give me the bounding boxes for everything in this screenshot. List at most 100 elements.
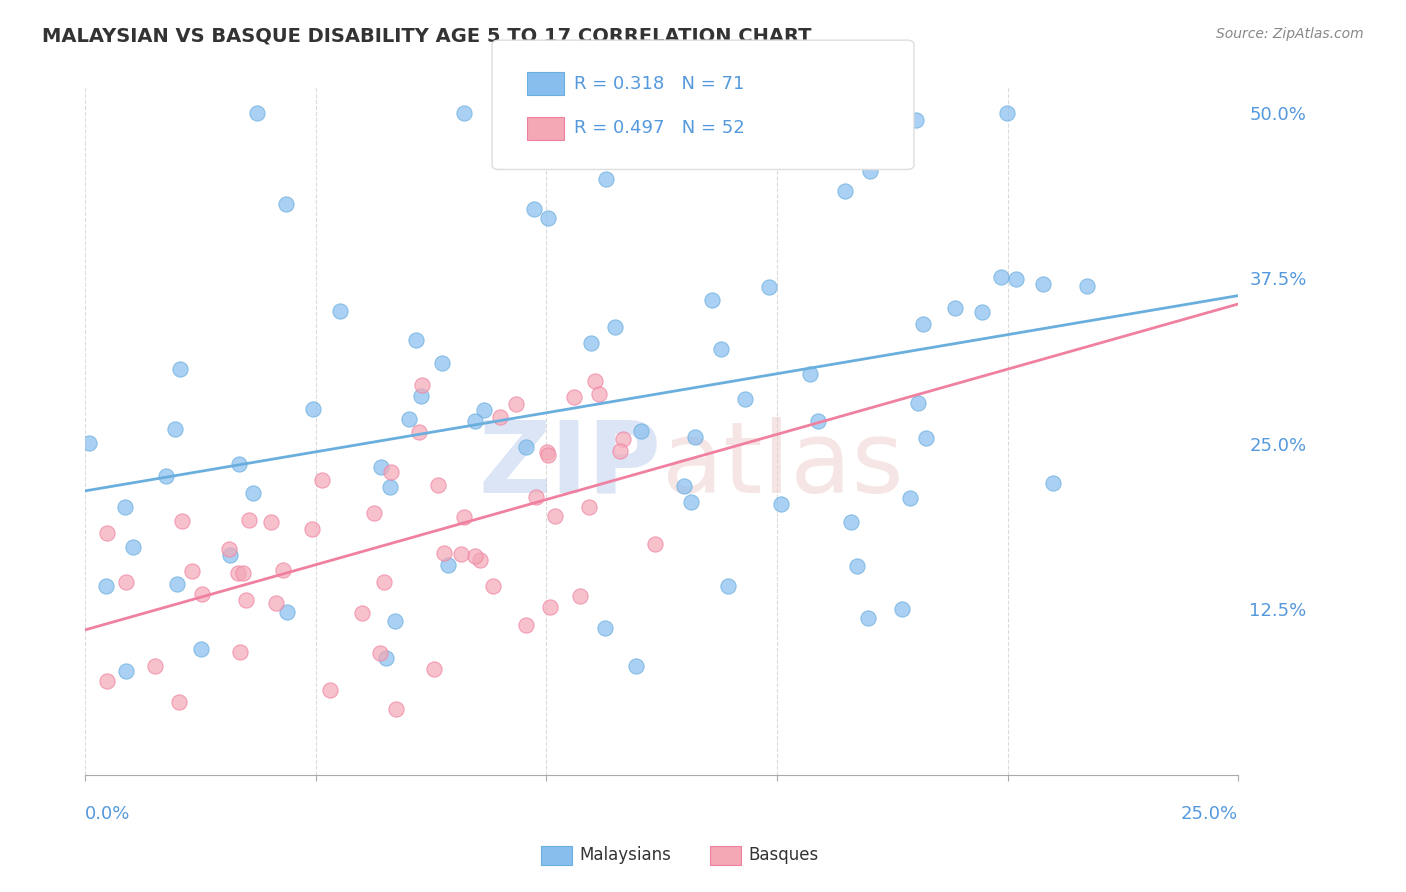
Text: R = 0.497   N = 52: R = 0.497 N = 52	[574, 120, 744, 137]
Text: ZIP: ZIP	[479, 417, 662, 514]
Point	[609, 443, 631, 458]
Point	[907, 396, 929, 410]
Point	[190, 642, 212, 657]
Point	[1005, 271, 1028, 285]
Point	[370, 460, 392, 475]
Point	[374, 651, 396, 665]
Point	[398, 412, 420, 426]
Point	[905, 113, 928, 128]
Point	[433, 546, 456, 560]
Point	[228, 458, 250, 472]
Text: 0.0%: 0.0%	[86, 805, 131, 823]
Point	[630, 424, 652, 438]
Point	[319, 683, 342, 698]
Point	[644, 537, 666, 551]
Point	[96, 579, 118, 593]
Point	[564, 390, 586, 404]
Text: R = 0.318   N = 71: R = 0.318 N = 71	[574, 75, 744, 93]
Point	[915, 432, 938, 446]
Point	[595, 171, 617, 186]
Point	[522, 202, 544, 216]
Point	[799, 368, 821, 382]
Point	[856, 611, 879, 625]
Point	[717, 579, 740, 593]
Point	[450, 547, 472, 561]
Point	[758, 279, 780, 293]
Point	[453, 106, 475, 120]
Point	[96, 674, 118, 689]
Point	[700, 293, 723, 307]
Point	[114, 574, 136, 589]
Point	[612, 432, 634, 446]
Point	[167, 695, 190, 709]
Point	[311, 473, 333, 487]
Point	[624, 658, 647, 673]
Point	[898, 491, 921, 505]
Point	[163, 422, 186, 436]
Point	[579, 336, 602, 351]
Point	[515, 617, 537, 632]
Text: Basques: Basques	[748, 847, 818, 864]
Text: atlas: atlas	[662, 417, 903, 514]
Point	[260, 515, 283, 529]
Point	[1032, 277, 1054, 291]
Point	[537, 211, 560, 225]
Point	[169, 362, 191, 376]
Point	[276, 605, 298, 619]
Point	[329, 304, 352, 318]
Point	[990, 270, 1012, 285]
Point	[426, 477, 449, 491]
Point	[302, 402, 325, 417]
Text: MALAYSIAN VS BASQUE DISABILITY AGE 5 TO 17 CORRELATION CHART: MALAYSIAN VS BASQUE DISABILITY AGE 5 TO …	[42, 27, 811, 45]
Point	[859, 164, 882, 178]
Point	[370, 646, 392, 660]
Point	[970, 305, 993, 319]
Point	[385, 702, 408, 716]
Point	[845, 558, 868, 573]
Point	[266, 597, 288, 611]
Point	[408, 425, 430, 439]
Point	[384, 615, 406, 629]
Point	[229, 644, 252, 658]
Point	[226, 566, 249, 581]
Point	[578, 500, 600, 514]
Point	[464, 414, 486, 428]
Point	[218, 542, 240, 557]
Point	[114, 500, 136, 514]
Point	[436, 558, 458, 573]
Point	[683, 430, 706, 444]
Point	[472, 403, 495, 417]
Point	[515, 440, 537, 454]
Point	[380, 466, 402, 480]
Point	[464, 549, 486, 563]
Point	[79, 436, 101, 450]
Point	[912, 317, 935, 331]
Point	[232, 566, 254, 580]
Point	[681, 495, 703, 509]
Point	[122, 540, 145, 554]
Text: 25.0%: 25.0%	[1181, 805, 1239, 823]
Point	[710, 342, 733, 356]
Text: Source: ZipAtlas.com: Source: ZipAtlas.com	[1216, 27, 1364, 41]
Point	[235, 592, 257, 607]
Point	[588, 387, 610, 401]
Point	[430, 356, 453, 370]
Point	[538, 600, 561, 615]
Point	[276, 197, 298, 211]
Text: Malaysians: Malaysians	[579, 847, 671, 864]
Point	[489, 410, 512, 425]
Point	[569, 590, 592, 604]
Point	[769, 497, 792, 511]
Point	[616, 147, 638, 161]
Point	[536, 445, 558, 459]
Point	[218, 548, 240, 562]
Point	[544, 508, 567, 523]
Point	[190, 587, 212, 601]
Point	[505, 397, 527, 411]
Point	[995, 106, 1018, 120]
Point	[115, 664, 138, 678]
Point	[524, 490, 547, 504]
Point	[603, 319, 626, 334]
Point	[155, 469, 177, 483]
Point	[238, 513, 260, 527]
